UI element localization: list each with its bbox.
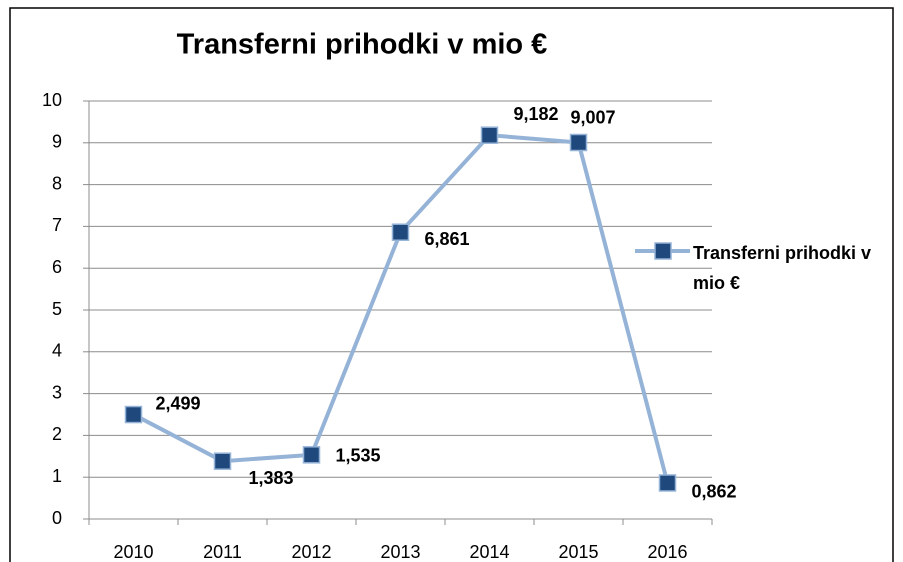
x-tick-label: 2016 (647, 542, 687, 562)
data-point (124, 405, 143, 424)
x-tick-label: 2011 (203, 542, 242, 562)
x-tick-label: 2013 (380, 542, 420, 562)
data-label: 6,861 (425, 229, 470, 249)
data-point (302, 446, 321, 464)
y-tick-label: 5 (52, 299, 62, 319)
data-label: 1,383 (249, 468, 294, 488)
y-tick-label: 4 (52, 341, 62, 361)
x-tick-label: 2010 (113, 542, 153, 562)
x-tick-label: 2015 (558, 542, 598, 562)
data-point (569, 133, 588, 152)
data-point (391, 223, 410, 241)
legend-label: Transferni prihodki v mio € (693, 243, 872, 293)
data-label: 0,862 (692, 482, 737, 502)
y-tick-label: 9 (52, 132, 62, 152)
series-line (132, 133, 670, 484)
data-label: 9,007 (571, 107, 616, 127)
y-tick-label: 1 (52, 466, 62, 486)
y-tick-label: 2 (52, 424, 62, 444)
y-tick-label: 7 (52, 215, 62, 235)
data-label: 9,182 (514, 104, 559, 124)
data-point (658, 474, 677, 492)
legend-marker (654, 242, 672, 260)
y-tick-label: 6 (52, 257, 62, 277)
data-point (480, 126, 499, 144)
chart-title: Transferni prihodki v mio € (177, 29, 548, 61)
y-tick-label: 8 (52, 173, 62, 193)
x-tick-label: 2012 (291, 542, 331, 562)
chart-frame (9, 7, 894, 562)
y-tick-label: 10 (42, 90, 62, 110)
y-tick-label: 0 (52, 508, 62, 528)
data-label: 1,535 (336, 446, 381, 466)
data-label: 2,499 (156, 393, 201, 413)
data-point (213, 452, 232, 470)
x-tick-label: 2014 (469, 542, 509, 562)
y-tick-label: 3 (52, 382, 62, 402)
